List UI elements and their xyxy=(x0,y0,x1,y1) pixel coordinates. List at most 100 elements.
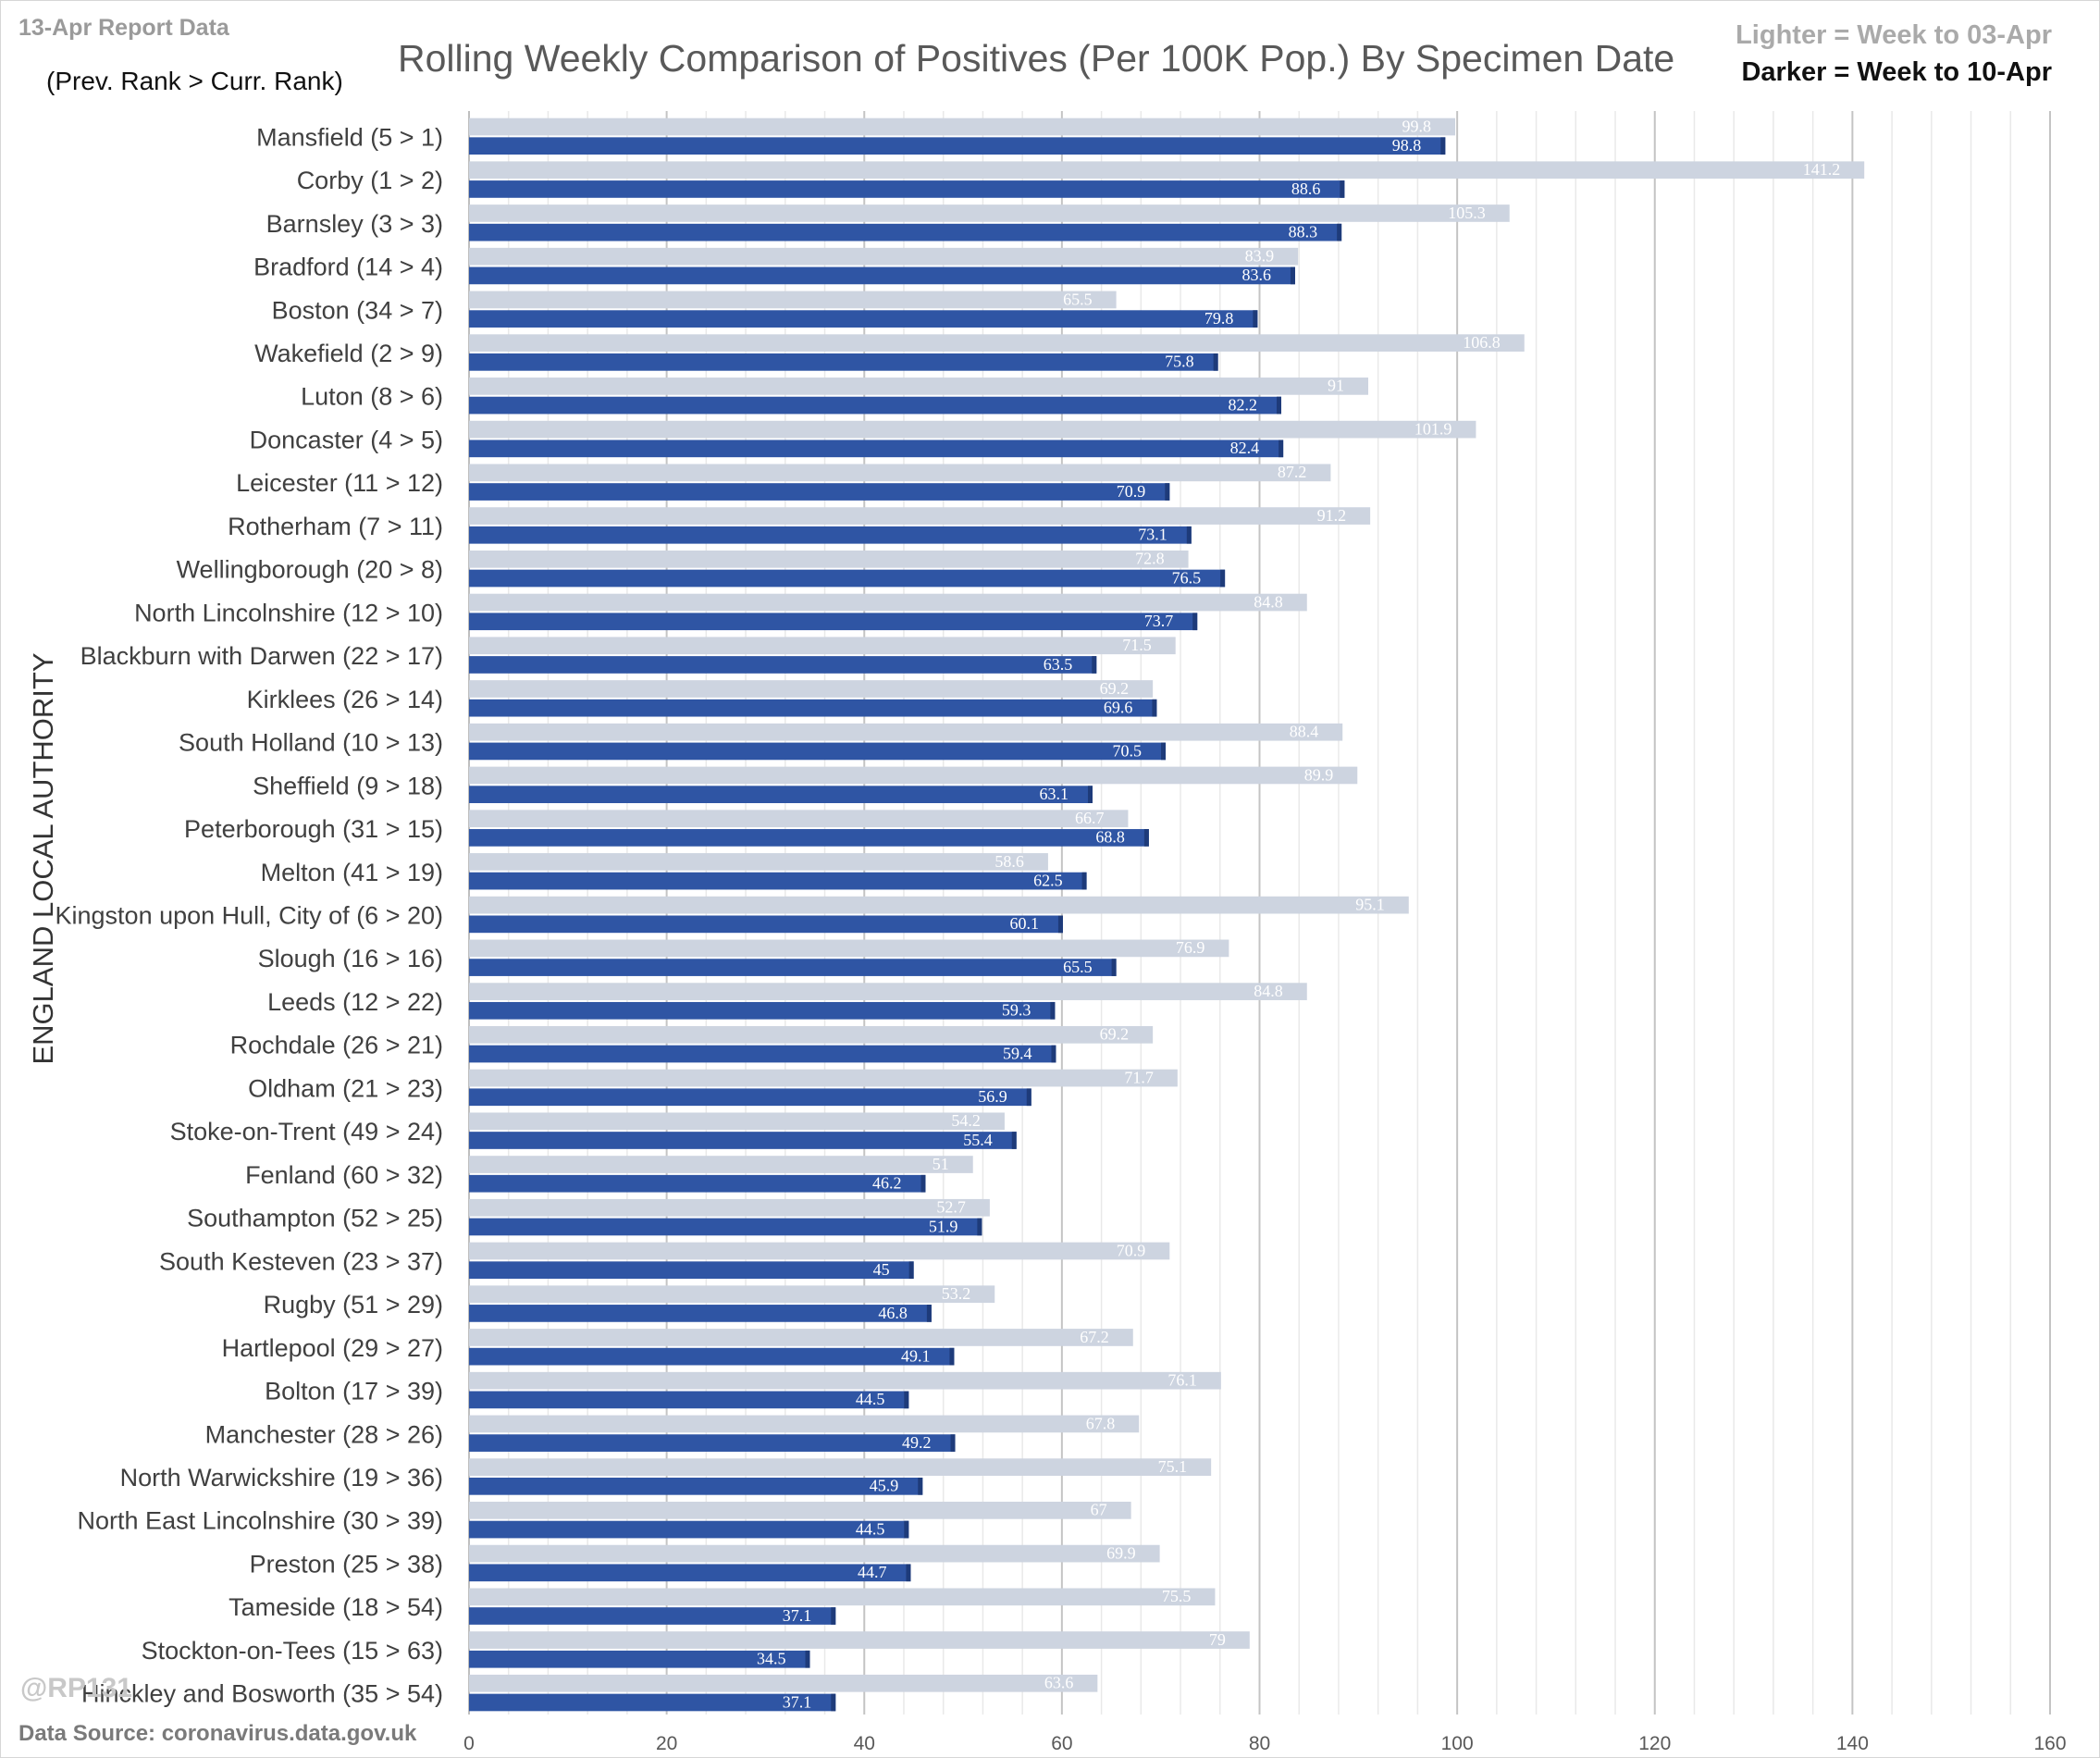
bar-week-10-apr xyxy=(469,656,1097,674)
data-label-week-10-apr: 76.5 xyxy=(1172,568,1202,587)
data-label-week-10-apr: 82.4 xyxy=(1230,439,1260,457)
bar-week-10-apr xyxy=(469,1391,909,1409)
data-label-week-03-apr: 84.8 xyxy=(1254,592,1283,611)
data-label-week-10-apr: 73.7 xyxy=(1144,612,1174,630)
category-label: Sheffield (9 > 18) xyxy=(253,772,443,799)
bar-week-10-apr xyxy=(469,1693,836,1712)
bar-week-03-apr xyxy=(469,1631,1250,1649)
data-label-week-03-apr: 83.9 xyxy=(1245,247,1275,266)
bar-week-10-apr xyxy=(469,1218,982,1236)
bar-week-03-apr xyxy=(469,1329,1133,1346)
bar-end-cap xyxy=(906,1564,911,1582)
category-label: Fenland (60 > 32) xyxy=(245,1161,443,1189)
bar-week-03-apr xyxy=(469,853,1048,871)
data-label-week-10-apr: 63.5 xyxy=(1044,655,1073,674)
x-tick-label: 40 xyxy=(854,1733,875,1754)
report-label: 13-Apr Report Data xyxy=(19,15,229,41)
data-label-week-10-apr: 79.8 xyxy=(1204,309,1234,328)
data-label-week-10-apr: 37.1 xyxy=(783,1692,812,1711)
data-label-week-10-apr: 88.3 xyxy=(1289,223,1318,241)
data-label-week-10-apr: 45.9 xyxy=(870,1477,899,1495)
data-label-week-10-apr: 70.5 xyxy=(1113,741,1143,760)
bar-week-03-apr xyxy=(469,983,1307,1000)
category-label: Blackburn with Darwen (22 > 17) xyxy=(80,642,443,670)
bar-week-03-apr xyxy=(469,1544,1160,1563)
bar-end-cap xyxy=(1340,180,1345,198)
bar-week-03-apr xyxy=(469,334,1525,353)
category-label: Tameside (18 > 54) xyxy=(229,1593,443,1621)
category-label: Barnsley (3 > 3) xyxy=(266,210,443,238)
bar-week-03-apr xyxy=(469,766,1358,785)
data-label-week-03-apr: 76.1 xyxy=(1167,1371,1197,1390)
x-tick-label: 100 xyxy=(1441,1733,1474,1754)
bar-end-cap xyxy=(1192,613,1198,631)
bar-week-10-apr xyxy=(469,396,1281,415)
data-label-week-10-apr: 62.5 xyxy=(1033,871,1063,889)
rank-note: (Prev. Rank > Curr. Rank) xyxy=(46,67,343,95)
bar-end-cap xyxy=(1276,396,1281,415)
category-label: Kirklees (26 > 14) xyxy=(247,686,443,713)
category-label: Manchester (28 > 26) xyxy=(205,1420,443,1448)
category-label: Leeds (12 > 22) xyxy=(267,988,443,1016)
bar-week-03-apr xyxy=(469,291,1117,309)
data-label-week-10-apr: 49.1 xyxy=(901,1346,931,1365)
x-tick-label: 160 xyxy=(2033,1733,2066,1754)
bar-end-cap xyxy=(977,1218,982,1236)
data-label-week-03-apr: 65.5 xyxy=(1063,290,1093,308)
bar-week-03-apr xyxy=(469,507,1371,525)
bar-week-03-apr xyxy=(469,1415,1140,1433)
bar-end-cap xyxy=(1337,223,1342,241)
data-label-week-03-apr: 52.7 xyxy=(936,1198,966,1217)
data-label-week-03-apr: 141.2 xyxy=(1803,160,1841,179)
data-label-week-10-apr: 88.6 xyxy=(1291,180,1321,198)
bar-week-10-apr xyxy=(469,1261,914,1280)
bar-week-10-apr xyxy=(469,1520,909,1539)
bar-end-cap xyxy=(1057,915,1063,934)
data-source: Data Source: coronavirus.data.gov.uk xyxy=(19,1721,417,1746)
bar-week-10-apr xyxy=(469,1045,1056,1063)
bar-week-10-apr xyxy=(469,1174,926,1193)
bar-end-cap xyxy=(926,1305,932,1322)
bar-end-cap xyxy=(949,1347,955,1366)
bar-end-cap xyxy=(950,1434,956,1452)
data-label-week-03-apr: 63.6 xyxy=(1044,1674,1074,1692)
data-label-week-03-apr: 71.5 xyxy=(1122,636,1152,654)
bar-week-03-apr xyxy=(469,680,1154,698)
data-label-week-03-apr: 53.2 xyxy=(942,1284,971,1303)
bar-week-10-apr xyxy=(469,959,1117,976)
category-label: North Lincolnshire (12 > 10) xyxy=(134,599,443,626)
y-axis-label: ENGLAND LOCAL AUTHORITY xyxy=(27,652,59,1065)
bar-week-10-apr xyxy=(469,266,1295,285)
bar-week-10-apr xyxy=(469,1001,1056,1020)
bar-week-10-apr xyxy=(469,180,1345,198)
bar-end-cap xyxy=(1213,353,1218,371)
bar-week-03-apr xyxy=(469,896,1409,914)
data-label-week-03-apr: 76.9 xyxy=(1176,938,1205,957)
data-label-week-10-apr: 65.5 xyxy=(1063,958,1093,976)
bar-week-03-apr xyxy=(469,593,1307,612)
data-label-week-10-apr: 98.8 xyxy=(1392,136,1422,155)
data-label-week-03-apr: 69.2 xyxy=(1100,1025,1130,1044)
category-label: North Warwickshire (19 > 36) xyxy=(120,1464,443,1492)
bar-end-cap xyxy=(1081,872,1087,890)
bar-end-cap xyxy=(1220,569,1226,588)
data-label-week-03-apr: 51 xyxy=(933,1155,949,1173)
data-label-week-10-apr: 75.8 xyxy=(1165,353,1194,371)
bar-week-03-apr xyxy=(469,420,1476,439)
category-label: Corby (1 > 2) xyxy=(297,167,443,194)
data-label-week-03-apr: 89.9 xyxy=(1304,765,1334,784)
bar-end-cap xyxy=(1152,699,1157,717)
data-label-week-10-apr: 60.1 xyxy=(1009,914,1039,933)
data-label-week-03-apr: 88.4 xyxy=(1290,723,1319,741)
data-label-week-03-apr: 66.7 xyxy=(1075,809,1105,827)
bar-end-cap xyxy=(1186,526,1192,544)
category-label: Preston (25 > 38) xyxy=(250,1550,443,1578)
data-label-week-10-apr: 46.8 xyxy=(878,1304,908,1322)
x-tick-label: 140 xyxy=(1836,1733,1869,1754)
category-label: Boston (34 > 7) xyxy=(272,296,443,324)
category-label: Bolton (17 > 39) xyxy=(265,1378,443,1405)
bar-end-cap xyxy=(831,1693,836,1712)
x-tick-label: 60 xyxy=(1051,1733,1072,1754)
bar-week-03-apr xyxy=(469,464,1331,482)
bar-end-cap xyxy=(918,1477,923,1495)
